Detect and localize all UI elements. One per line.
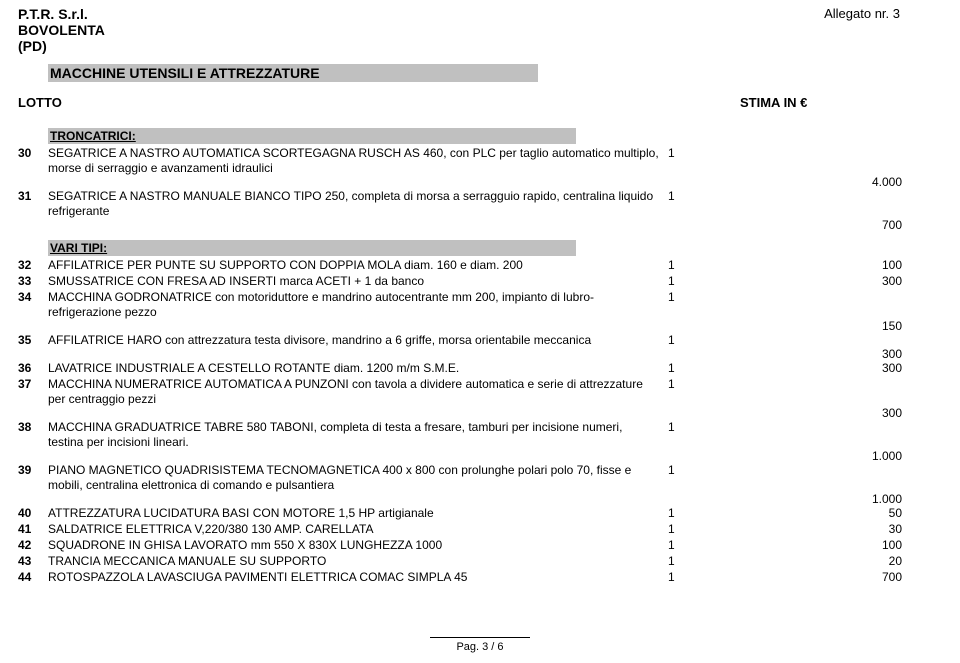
row-number: 32: [18, 258, 48, 273]
table-row: 31SEGATRICE A NASTRO MANUALE BIANCO TIPO…: [18, 189, 912, 219]
row-qty: 1: [668, 522, 718, 537]
table-row: 34MACCHINA GODRONATRICE con motoriduttor…: [18, 290, 912, 320]
table-row: 33SMUSSATRICE CON FRESA AD INSERTI marca…: [18, 274, 912, 289]
row-description: AFFILATRICE HARO con attrezzatura testa …: [48, 333, 668, 348]
row-number: 31: [18, 189, 48, 204]
row-price: 100: [718, 258, 912, 273]
allegato: Allegato nr. 3: [824, 6, 900, 21]
row-price: 20: [718, 554, 912, 569]
table-row: 32AFFILATRICE PER PUNTE SU SUPPORTO CON …: [18, 258, 912, 273]
table-row: 41SALDATRICE ELETTRICA V,220/380 130 AMP…: [18, 522, 912, 537]
company-location2: (PD): [18, 38, 105, 54]
row-qty: 1: [668, 290, 718, 305]
row-number: 43: [18, 554, 48, 569]
table-row: 43TRANCIA MECCANICA MANUALE SU SUPPORTO1…: [18, 554, 912, 569]
header-left: P.T.R. S.r.l. BOVOLENTA (PD): [18, 6, 105, 54]
row-number: 33: [18, 274, 48, 289]
row-qty: 1: [668, 538, 718, 553]
row-qty: 1: [668, 377, 718, 392]
row-number: 40: [18, 506, 48, 521]
row-description: SQUADRONE IN GHISA LAVORATO mm 550 X 830…: [48, 538, 668, 553]
row-qty: 1: [668, 258, 718, 273]
row-qty: 1: [668, 570, 718, 585]
row-price-below: 150: [18, 319, 912, 333]
row-number: 37: [18, 377, 48, 392]
row-price-below: 700: [18, 218, 912, 232]
row-description: SMUSSATRICE CON FRESA AD INSERTI marca A…: [48, 274, 668, 289]
row-price-below: 300: [18, 347, 912, 361]
table-row: 30SEGATRICE A NASTRO AUTOMATICA SCORTEGA…: [18, 146, 912, 176]
section-heading: VARI TIPI:: [48, 240, 576, 256]
row-number: 34: [18, 290, 48, 305]
footer-rule: [430, 637, 530, 638]
row-description: ATTREZZATURA LUCIDATURA BASI CON MOTORE …: [48, 506, 668, 521]
row-description: SEGATRICE A NASTRO AUTOMATICA SCORTEGAGN…: [48, 146, 668, 176]
stima-label: STIMA IN €: [740, 95, 807, 110]
table-row: 38MACCHINA GRADUATRICE TABRE 580 TABONI,…: [18, 420, 912, 450]
row-description: SALDATRICE ELETTRICA V,220/380 130 AMP. …: [48, 522, 668, 537]
row-number: 44: [18, 570, 48, 585]
row-description: MACCHINA GODRONATRICE con motoriduttore …: [48, 290, 668, 320]
row-qty: 1: [668, 463, 718, 478]
row-description: LAVATRICE INDUSTRIALE A CESTELLO ROTANTE…: [48, 361, 668, 376]
lotto-label: LOTTO: [18, 95, 62, 110]
row-qty: 1: [668, 506, 718, 521]
row-description: ROTOSPAZZOLA LAVASCIUGA PAVIMENTI ELETTR…: [48, 570, 668, 585]
company-location1: BOVOLENTA: [18, 22, 105, 38]
table-row: 35AFFILATRICE HARO con attrezzatura test…: [18, 333, 912, 348]
table-row: 36LAVATRICE INDUSTRIALE A CESTELLO ROTAN…: [18, 361, 912, 376]
section-heading: TRONCATRICI:: [48, 128, 576, 144]
row-number: 36: [18, 361, 48, 376]
table-row: 44ROTOSPAZZOLA LAVASCIUGA PAVIMENTI ELET…: [18, 570, 912, 585]
company-name: P.T.R. S.r.l.: [18, 6, 105, 22]
row-number: 35: [18, 333, 48, 348]
row-qty: 1: [668, 274, 718, 289]
row-number: 42: [18, 538, 48, 553]
row-number: 39: [18, 463, 48, 478]
row-description: MACCHINA NUMERATRICE AUTOMATICA A PUNZON…: [48, 377, 668, 407]
page-number: Pag. 3 / 6: [456, 641, 503, 653]
row-number: 38: [18, 420, 48, 435]
table-row: 37MACCHINA NUMERATRICE AUTOMATICA A PUNZ…: [18, 377, 912, 407]
row-description: MACCHINA GRADUATRICE TABRE 580 TABONI, c…: [48, 420, 668, 450]
page-title: MACCHINE UTENSILI E ATTREZZATURE: [48, 64, 538, 82]
row-price-below: 1.000: [18, 492, 912, 506]
row-price-below: 4.000: [18, 175, 912, 189]
row-description: SEGATRICE A NASTRO MANUALE BIANCO TIPO 2…: [48, 189, 668, 219]
footer: Pag. 3 / 6: [0, 637, 960, 653]
row-qty: 1: [668, 146, 718, 161]
row-number: 30: [18, 146, 48, 161]
row-price-below: 1.000: [18, 449, 912, 463]
row-price-below: 300: [18, 406, 912, 420]
row-qty: 1: [668, 420, 718, 435]
row-description: PIANO MAGNETICO QUADRISISTEMA TECNOMAGNE…: [48, 463, 668, 493]
row-qty: 1: [668, 554, 718, 569]
table-row: 39PIANO MAGNETICO QUADRISISTEMA TECNOMAG…: [18, 463, 912, 493]
row-price: 30: [718, 522, 912, 537]
row-qty: 1: [668, 189, 718, 204]
row-description: AFFILATRICE PER PUNTE SU SUPPORTO CON DO…: [48, 258, 668, 273]
row-price: 50: [718, 506, 912, 521]
row-price: 100: [718, 538, 912, 553]
row-price: 300: [718, 274, 912, 289]
row-qty: 1: [668, 361, 718, 376]
content-area: TRONCATRICI:30SEGATRICE A NASTRO AUTOMAT…: [18, 120, 912, 586]
row-price: 700: [718, 570, 912, 585]
row-number: 41: [18, 522, 48, 537]
row-price: 300: [718, 361, 912, 376]
row-description: TRANCIA MECCANICA MANUALE SU SUPPORTO: [48, 554, 668, 569]
row-qty: 1: [668, 333, 718, 348]
table-row: 42SQUADRONE IN GHISA LAVORATO mm 550 X 8…: [18, 538, 912, 553]
table-row: 40ATTREZZATURA LUCIDATURA BASI CON MOTOR…: [18, 506, 912, 521]
